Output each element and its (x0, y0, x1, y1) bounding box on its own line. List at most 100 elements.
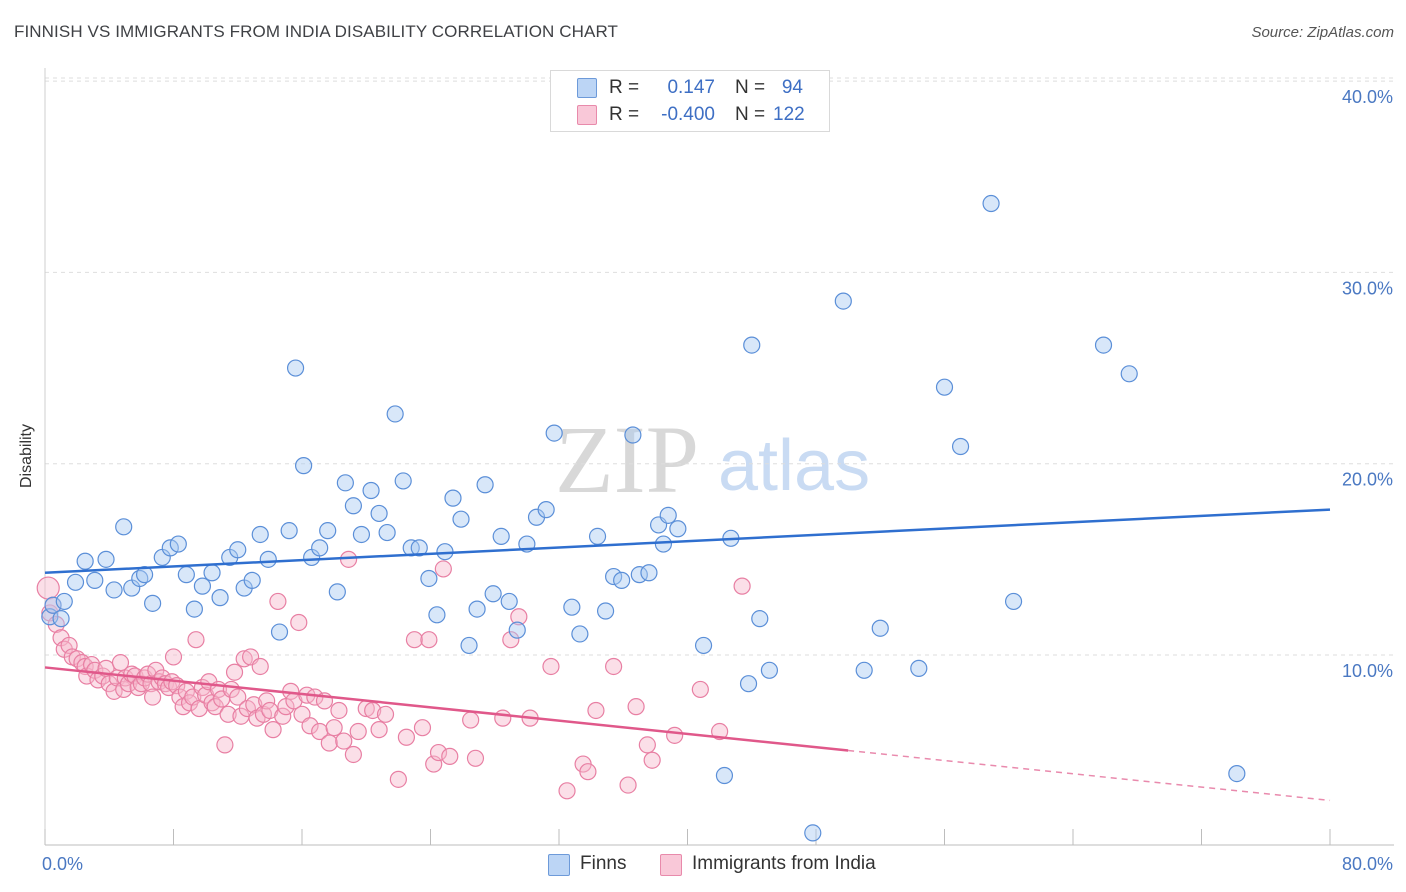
finns-point-72 (654, 535, 673, 553)
india-point-104 (502, 631, 520, 649)
finns-point-52 (468, 600, 486, 618)
india-point-40 (171, 688, 189, 706)
finns-point-33 (311, 539, 329, 557)
india-point-92 (376, 705, 395, 723)
finns-point-4 (66, 573, 85, 591)
finns-point-47 (428, 606, 446, 624)
india-point-108 (558, 782, 576, 800)
finns-point-45 (410, 539, 428, 557)
finns-point-89 (1004, 592, 1023, 611)
finns-point-82 (804, 824, 822, 842)
correlation-legend: R = 0.147 N = 94 R = -0.400 N = 122 (550, 70, 830, 132)
finns-swatch (577, 78, 597, 98)
india-point-93 (389, 770, 407, 788)
finns-point-61 (545, 424, 563, 442)
india-point-45 (187, 631, 205, 649)
finns-point-30 (286, 359, 305, 377)
finns-point-79 (743, 336, 761, 354)
india-n-label: N = (735, 104, 766, 125)
india-point-85 (335, 732, 353, 750)
finns-r-value: 0.147 (667, 77, 715, 98)
finns-point-46 (420, 569, 438, 588)
watermark-zip: ZIP (555, 406, 699, 513)
india-point-69 (264, 721, 282, 739)
finns-point-35 (328, 583, 346, 601)
finns-point-80 (751, 610, 769, 628)
india-point-82 (320, 734, 338, 752)
india-point-84 (330, 701, 348, 720)
finns-point-6 (86, 571, 104, 589)
finns-point-26 (251, 525, 269, 544)
watermark: ZIP atlas (555, 406, 870, 513)
india-point-0 (36, 576, 60, 600)
tick-labels: 10.0% 20.0% 30.0% 40.0% 0.0% 80.0% (42, 87, 1393, 874)
y-tick-label-1: 20.0% (1342, 470, 1393, 490)
source-label: Source: ZipAtlas.com (1251, 24, 1394, 41)
finns-point-73 (659, 506, 677, 524)
finns-point-68 (624, 426, 642, 444)
india-point-115 (638, 736, 656, 754)
india-point-70 (269, 592, 287, 611)
series-legend: Finns Immigrants from India (0, 852, 1406, 878)
india-point-54 (216, 736, 234, 754)
finns-point-92 (1228, 765, 1246, 783)
india-point-99 (429, 743, 448, 762)
india-point-100 (434, 560, 452, 578)
finns-n-label: N = (735, 77, 766, 98)
finns-point-57 (508, 621, 526, 639)
finns-point-2 (52, 610, 70, 628)
finns-point-76 (715, 766, 734, 785)
finns-point-16 (169, 535, 187, 553)
finns-point-27 (259, 550, 277, 568)
chart-title: FINNISH VS IMMIGRANTS FROM INDIA DISABIL… (14, 22, 619, 41)
finns-point-65 (596, 602, 615, 620)
finns-point-3 (55, 592, 73, 611)
india-point-65 (251, 657, 269, 676)
india-point-112 (605, 657, 623, 676)
india-point-88 (349, 722, 367, 741)
finns-point-78 (739, 675, 758, 693)
india-point-83 (325, 719, 343, 737)
india-point-55 (219, 705, 237, 723)
india-point-105 (510, 608, 528, 626)
finns-point-54 (484, 585, 502, 603)
finns-n-value: 94 (781, 77, 803, 98)
finns-point-55 (492, 527, 510, 545)
finns-point-43 (394, 472, 412, 490)
finns-point-53 (476, 476, 494, 494)
legend-row-india: R = -0.400 N = 122 (551, 102, 829, 128)
india-point-95 (405, 631, 424, 649)
india-points (36, 550, 751, 800)
finns-point-36 (336, 474, 354, 492)
finns-point-8 (105, 581, 123, 599)
finns-legend-swatch (548, 854, 570, 876)
finns-point-15 (161, 539, 179, 557)
india-legend-label: Immigrants from India (692, 853, 876, 874)
finns-point-39 (362, 481, 380, 500)
india-point-20 (111, 654, 130, 672)
finns-point-34 (319, 522, 337, 540)
india-point-110 (579, 763, 597, 781)
finns-point-31 (295, 457, 313, 475)
india-point-57 (225, 663, 244, 681)
y-tick-label-0: 10.0% (1342, 661, 1393, 681)
india-point-103 (494, 709, 512, 727)
watermark-atlas: atlas (718, 426, 870, 506)
finns-point-93 (910, 659, 928, 677)
india-point-120 (711, 722, 729, 741)
finns-point-64 (588, 527, 607, 545)
finns-point-25 (243, 571, 261, 589)
x-tick-label-min: 0.0% (42, 854, 83, 874)
india-point-67 (258, 692, 276, 710)
india-point-114 (627, 698, 645, 716)
india-trend-line-extension (848, 749, 1331, 802)
finns-point-9 (115, 518, 133, 536)
finns-point-21 (211, 589, 229, 607)
trend-lines (44, 508, 1331, 802)
india-r-label: R = (609, 104, 640, 125)
y-tick-label-2: 30.0% (1342, 278, 1393, 298)
india-swatch (577, 105, 597, 125)
finns-point-62 (563, 598, 581, 616)
grid-lines (45, 77, 1394, 656)
